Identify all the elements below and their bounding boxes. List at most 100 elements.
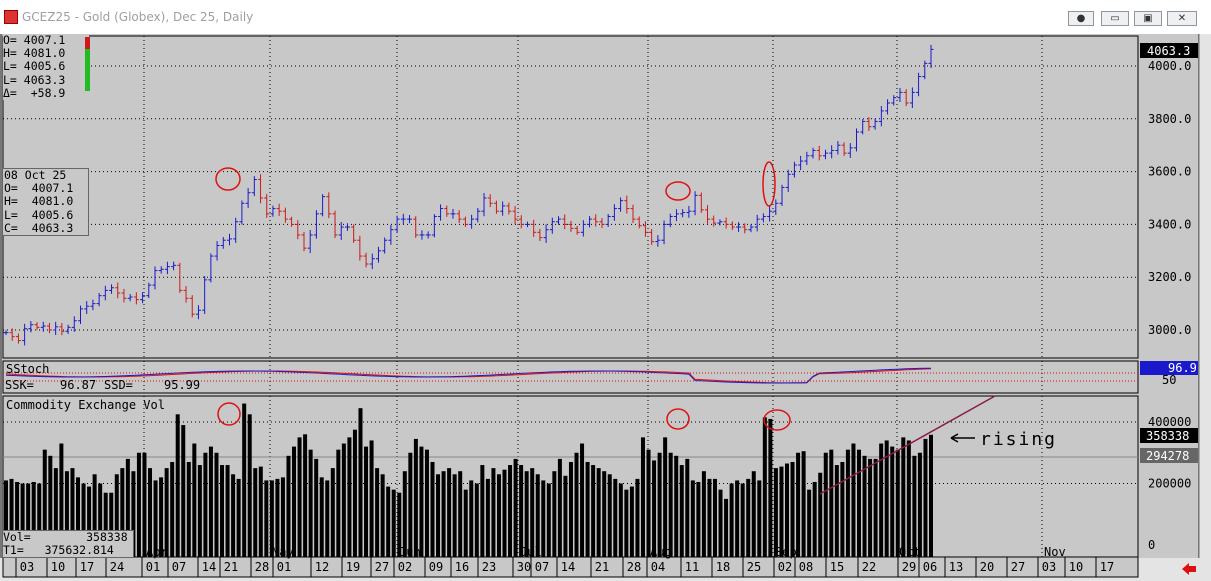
volume-bar	[513, 458, 518, 557]
price-tick-label: 3600.0	[1148, 165, 1191, 179]
volume-bar	[485, 478, 490, 557]
volume-bar	[640, 437, 645, 557]
price-tick-label: 3200.0	[1148, 270, 1191, 284]
ssk-line	[5, 367, 932, 384]
volume-bar	[242, 403, 247, 557]
volume-bar	[341, 443, 346, 557]
readout-label: H=	[3, 46, 17, 61]
volume-bar	[613, 478, 618, 557]
volume-tick-label: 0	[1148, 538, 1155, 552]
volume-bar	[148, 468, 153, 557]
date-tick-label: 10	[1069, 560, 1083, 574]
datebox-value: 4063.3	[31, 220, 74, 235]
date-tick-label: 03	[20, 560, 34, 574]
date-tick-label: 02	[778, 560, 792, 574]
record-button[interactable]: ●	[1068, 11, 1094, 26]
volume-bar	[607, 474, 612, 557]
volume-bar	[330, 468, 335, 557]
stoch-value-label: 96.9	[1168, 361, 1197, 375]
volume-bar	[679, 465, 684, 557]
volume-bar	[508, 465, 513, 557]
volume-bar	[480, 465, 485, 557]
volume-bar	[917, 452, 922, 557]
volume-bar	[347, 437, 352, 557]
minimize-button[interactable]: ▭	[1101, 11, 1129, 26]
price-tick-label: 4000.0	[1148, 59, 1191, 73]
volume-bar	[535, 474, 540, 557]
volume-bar	[873, 458, 878, 557]
date-tick-label: 17	[1100, 560, 1114, 574]
date-tick-label: 28	[627, 560, 641, 574]
highlight-circle	[215, 167, 241, 191]
volume-bar	[308, 449, 313, 557]
date-tick-label: 01	[146, 560, 160, 574]
volume-bar	[297, 437, 302, 557]
last-volume-badge	[1140, 428, 1198, 443]
highlight-circle	[665, 181, 691, 201]
volume-bar	[380, 474, 385, 557]
volume-bar	[452, 474, 457, 557]
volume-bar	[663, 437, 668, 557]
volume-bar	[707, 478, 712, 557]
volume-readout: Vol= 358338 T1= 375632.814	[2, 530, 134, 558]
volume-bar	[275, 478, 280, 557]
volume-bar	[70, 468, 75, 557]
volume-bar	[220, 465, 225, 557]
volume-bar	[823, 452, 828, 557]
volume-bar	[530, 468, 535, 557]
volume-bar	[48, 455, 53, 557]
volume-bar	[103, 492, 108, 557]
stoch-panel	[2, 360, 1139, 394]
date-tick-label: 25	[747, 560, 761, 574]
volume-bar	[690, 480, 695, 557]
volume-bar	[81, 483, 86, 557]
volume-bar	[20, 483, 25, 557]
volume-bar	[701, 471, 706, 557]
volume-bar	[674, 455, 679, 557]
volume-bar	[153, 480, 158, 557]
date-tick-label: 19	[346, 560, 360, 574]
vertical-scrollbar[interactable]	[1199, 34, 1211, 558]
avg-volume-badge	[1140, 448, 1198, 463]
volume-bar	[635, 478, 640, 557]
volume-bar	[369, 440, 374, 557]
date-tick-label: 07	[172, 560, 186, 574]
volume-bar	[818, 472, 823, 557]
volume-bar	[929, 434, 933, 557]
volume-bar	[879, 443, 884, 557]
date-tick-label: 14	[561, 560, 575, 574]
volume-bar	[790, 461, 795, 557]
volume-bar	[364, 446, 369, 557]
datebox-label: H=	[4, 194, 18, 209]
volume-bar	[175, 414, 180, 557]
app-icon	[4, 10, 18, 24]
date-tick-label: 29	[902, 560, 916, 574]
volume-bar	[585, 461, 590, 557]
volume-bar	[319, 477, 324, 557]
volume-bar	[546, 483, 551, 557]
volume-bar	[768, 418, 773, 557]
date-tick-label: 10	[51, 560, 65, 574]
volume-bar	[402, 471, 407, 557]
restore-button[interactable]: ▣	[1134, 11, 1162, 26]
month-label: Jun	[399, 545, 421, 559]
volume-bar	[98, 483, 103, 557]
price-tick-label: 3400.0	[1148, 217, 1191, 231]
volume-bar	[37, 483, 42, 557]
datebox-value: 4007.1	[31, 181, 74, 196]
date-tick-label: 28	[255, 560, 269, 574]
volume-bar	[901, 437, 906, 557]
volume-bar	[419, 446, 424, 557]
volume-bar	[496, 474, 501, 557]
volume-bar	[812, 481, 817, 557]
volume-bar	[469, 480, 474, 557]
arrow-left-icon[interactable]	[1180, 560, 1198, 578]
volume-bar	[568, 461, 573, 557]
volume-bar	[602, 471, 607, 557]
close-button[interactable]: ✕	[1167, 11, 1197, 26]
volume-bar	[120, 468, 125, 557]
volume-bar	[109, 492, 114, 557]
volume-bar	[76, 477, 81, 557]
volume-bar	[214, 452, 219, 557]
